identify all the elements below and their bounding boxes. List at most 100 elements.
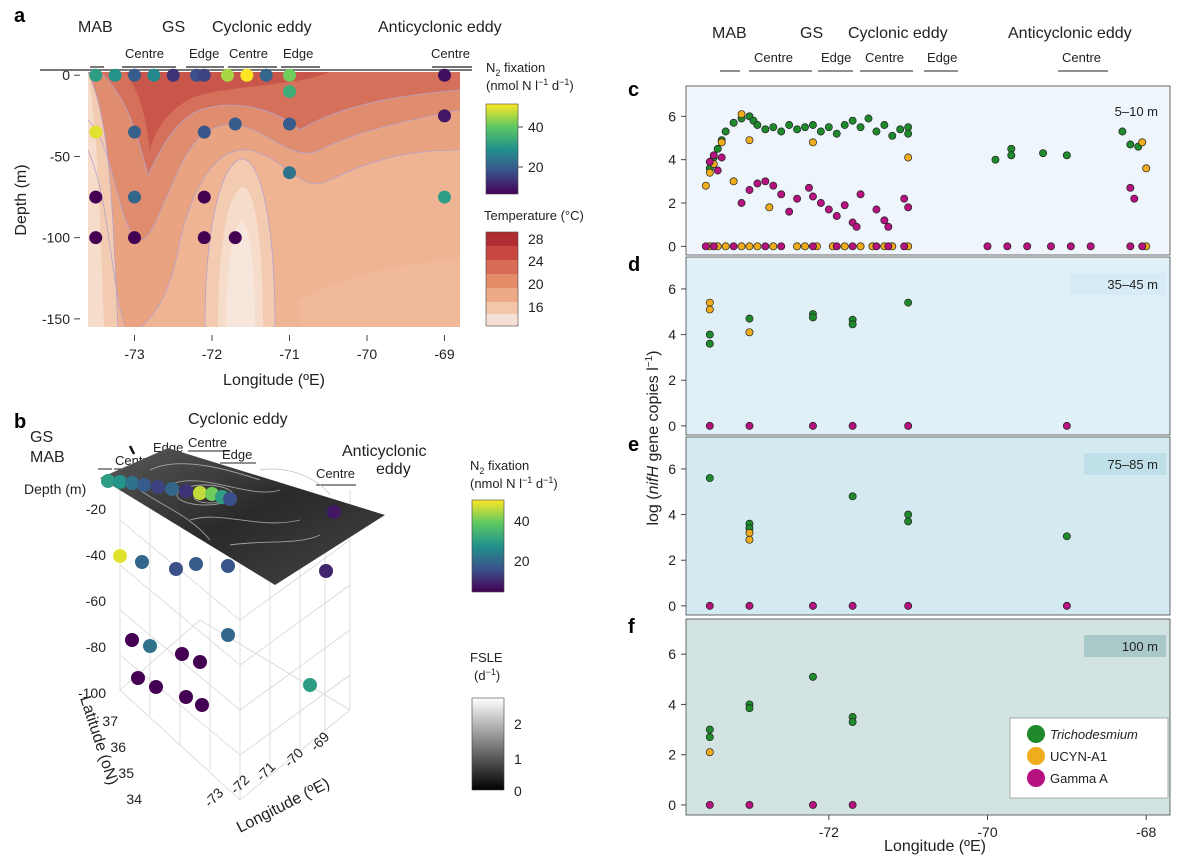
panel-c-point — [761, 125, 770, 134]
panel-c-ytick-label: 6 — [668, 108, 676, 124]
panel-b-point — [165, 482, 179, 496]
panel-a-point — [283, 166, 296, 180]
panel-a-sub-centre-3: Centre — [431, 46, 470, 61]
panel-b-point — [221, 559, 235, 573]
right-xtick-label: -70 — [977, 824, 997, 840]
panel-a-temp-title: Temperature (°C) — [484, 208, 584, 223]
panel-b-region-anti-1: Anticyclonic — [342, 443, 426, 460]
panel-f-point — [809, 672, 817, 681]
panel-b-point — [101, 474, 115, 488]
panel-a-sub-edge-2: Edge — [283, 46, 313, 61]
panel-b-depth-label: Depth (m) — [24, 481, 86, 497]
panel-c-point — [705, 157, 714, 166]
panel-d-point — [745, 314, 754, 323]
panel-e-letter: e — [628, 434, 639, 456]
panel-a-n2-colorbar — [485, 103, 519, 195]
panel-c-ytick-label: 4 — [668, 152, 676, 168]
panel-c-point — [1039, 149, 1047, 158]
panel-a-point — [128, 190, 141, 204]
panel-c-ytick-label: 2 — [668, 195, 676, 211]
panel-d-point — [904, 298, 913, 307]
panel-b-sub-centre-2: Centre — [188, 435, 227, 450]
panel-d-point — [705, 305, 714, 314]
panel-b-n2-tick-20: 20 — [514, 553, 530, 569]
legend-gamma-marker — [1027, 769, 1045, 787]
panel-a-point — [128, 231, 141, 245]
panel-c-point — [769, 181, 778, 190]
panel-c-point — [729, 242, 738, 251]
panel-c-point — [1086, 242, 1095, 251]
legend-gamma-label: Gamma A — [1050, 771, 1108, 786]
panel-c-point — [816, 199, 825, 207]
panel-c: 0 2 4 6 c 5–10 m — [628, 79, 1171, 256]
panel-c-point — [805, 183, 813, 192]
panel-c-point — [852, 222, 861, 231]
panel-a-point — [438, 109, 451, 123]
panel-d-depth-tag-bg — [1070, 273, 1166, 295]
panel-c-point — [840, 242, 849, 251]
panel-b-region-gs: GS — [30, 429, 53, 446]
panel-d-point — [705, 339, 714, 348]
panel-b-lon-tick-label: -71 — [253, 758, 279, 784]
panel-a-point — [89, 125, 103, 139]
panel-c-point — [753, 121, 762, 129]
panel-a-temp-tick-28: 28 — [528, 231, 544, 247]
panel-c-point — [705, 168, 714, 177]
panel-b-lat-tick-label: 36 — [110, 739, 126, 755]
right-region-anticyclonic: Anticyclonic eddy — [1008, 25, 1132, 42]
panel-c-point — [904, 129, 913, 138]
panel-c-point — [753, 179, 762, 188]
panel-a-point — [89, 68, 103, 82]
panel-f-point — [705, 800, 714, 809]
panel-b-point — [303, 678, 317, 692]
panel-c-point — [880, 216, 889, 225]
panel-f-point — [705, 725, 714, 734]
legend-trichodesmium-label: Trichodesmium — [1050, 727, 1138, 742]
panel-a-xtick-label: -70 — [357, 346, 377, 362]
panel-a-point — [147, 68, 161, 82]
panel-c-point — [769, 242, 778, 251]
panel-c-point — [991, 155, 1000, 164]
panel-a-point — [438, 68, 451, 82]
panel-b-point — [137, 478, 151, 492]
panel-b-ztick-label: -20 — [86, 501, 106, 517]
panel-c-point — [729, 118, 738, 127]
panel-c-point — [1003, 242, 1012, 251]
right-sub-centre-3: Centre — [1062, 50, 1101, 65]
panel-c-depth-tag-bg — [1084, 100, 1166, 122]
panel-c-point — [769, 123, 778, 132]
right-sub-centre-1: Centre — [754, 50, 793, 65]
panel-c-point — [983, 242, 992, 251]
panel-c-point — [737, 110, 746, 119]
panel-a-temp-tick-24: 24 — [528, 253, 544, 269]
panel-e-point — [809, 601, 817, 610]
panel-e-point — [848, 492, 857, 501]
panel-c-point — [745, 242, 754, 251]
panel-c-point — [1023, 242, 1032, 251]
panel-d-ytick-label: 6 — [668, 281, 676, 297]
panel-d-point — [809, 313, 817, 322]
panel-c-point — [745, 186, 754, 194]
panel-b-lat-tick-label: 35 — [118, 765, 134, 781]
panel-c-point — [809, 192, 817, 201]
right-sub-edge-1: Edge — [821, 50, 851, 65]
panel-d-point — [705, 421, 714, 430]
legend: Trichodesmium UCYN-A1 Gamma A — [1009, 717, 1169, 799]
panel-c-point — [809, 121, 817, 129]
panel-c-point — [785, 121, 794, 129]
panel-b-point — [113, 549, 127, 563]
panel-c-point — [848, 116, 857, 125]
panel-a-sub-centre-2: Centre — [229, 46, 268, 61]
panel-d-ytick-label: 0 — [668, 418, 676, 434]
panel-e-ytick-label: 6 — [668, 461, 676, 477]
panel-b-point — [223, 492, 237, 506]
panel-c-point — [1007, 151, 1016, 160]
panel-d-point — [848, 320, 857, 329]
panel-c-point — [721, 242, 730, 251]
panel-e-point — [848, 601, 857, 610]
right-region-cyclonic: Cyclonic eddy — [848, 25, 948, 42]
panel-c-point — [840, 121, 849, 129]
panel-d-letter: d — [628, 254, 640, 276]
panel-a-point — [89, 231, 103, 245]
